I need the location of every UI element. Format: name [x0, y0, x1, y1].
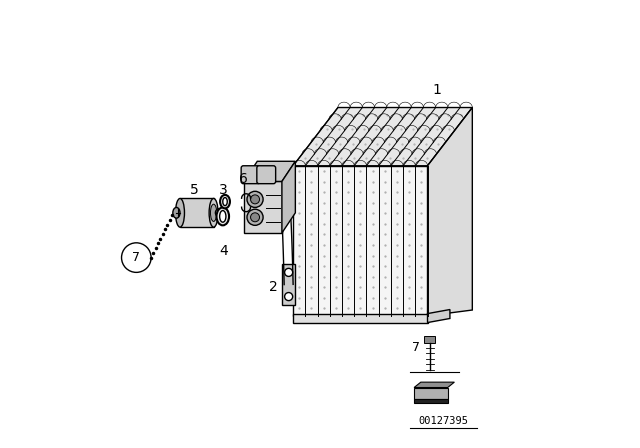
Text: 00127395: 00127395	[418, 416, 468, 426]
Ellipse shape	[220, 195, 230, 208]
Circle shape	[251, 213, 260, 222]
Polygon shape	[293, 108, 472, 166]
Polygon shape	[180, 198, 214, 227]
Ellipse shape	[216, 207, 229, 225]
Text: 2: 2	[269, 280, 277, 294]
Circle shape	[247, 191, 263, 207]
Text: 3: 3	[220, 183, 228, 198]
Ellipse shape	[209, 198, 218, 227]
Polygon shape	[282, 264, 296, 305]
Circle shape	[251, 195, 260, 204]
Ellipse shape	[223, 198, 227, 206]
Polygon shape	[244, 161, 296, 181]
Circle shape	[285, 268, 292, 276]
Text: 6: 6	[239, 172, 248, 186]
Polygon shape	[428, 310, 450, 323]
Polygon shape	[414, 399, 448, 403]
Ellipse shape	[211, 204, 217, 221]
Text: 5: 5	[190, 183, 199, 198]
Polygon shape	[293, 314, 428, 323]
Polygon shape	[244, 181, 282, 233]
Polygon shape	[282, 161, 296, 233]
Ellipse shape	[220, 211, 226, 222]
Polygon shape	[293, 166, 428, 316]
Circle shape	[285, 293, 292, 301]
Text: 7: 7	[412, 340, 420, 354]
Polygon shape	[414, 388, 448, 399]
Polygon shape	[414, 382, 454, 388]
FancyBboxPatch shape	[241, 166, 260, 184]
FancyBboxPatch shape	[257, 166, 276, 184]
Ellipse shape	[175, 198, 184, 227]
Ellipse shape	[216, 209, 223, 217]
Text: 7: 7	[132, 251, 140, 264]
Polygon shape	[428, 108, 472, 316]
Polygon shape	[424, 336, 435, 343]
Circle shape	[247, 209, 263, 225]
Text: 4: 4	[220, 244, 228, 258]
Ellipse shape	[173, 207, 180, 218]
Text: 1: 1	[432, 82, 441, 97]
